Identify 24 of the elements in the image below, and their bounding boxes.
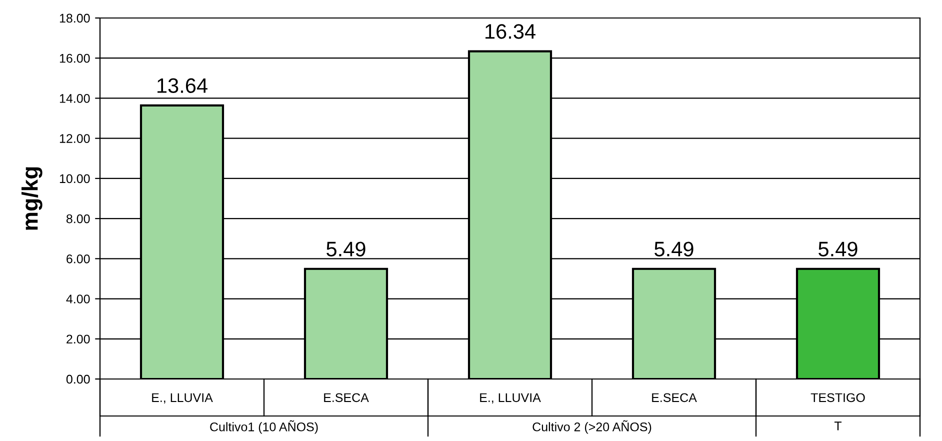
- y-axis-title: mg/kg: [22, 167, 42, 230]
- y-tick-label: 14.00: [60, 94, 90, 103]
- text: Cultivo 2 (>20 AÑOS): [532, 420, 652, 434]
- y-tick-label: 6.00: [66, 254, 90, 264]
- y-tick-label: 8.00: [66, 214, 90, 224]
- data-label: 13.64: [158, 78, 208, 93]
- text: Cultivo1 (10 AÑOS): [210, 420, 318, 434]
- x-tick-label: E.SECA: [324, 393, 369, 402]
- y-tick-label: 18.00: [60, 14, 90, 23]
- data-label: 5.49: [818, 242, 858, 256]
- y-tick-label: 10.00: [60, 174, 90, 184]
- text: T: [834, 422, 842, 430]
- y-tick-label: 4.00: [66, 294, 90, 304]
- y-tick-label: 16.00: [60, 54, 90, 63]
- y-tick-label: 0.00: [66, 374, 90, 384]
- data-label: 5.49: [326, 242, 366, 256]
- x-tick-label: E., LLUVIA: [152, 393, 213, 404]
- y-tick-label: 2.00: [66, 334, 90, 344]
- x-tick-label: TESTIGO: [810, 393, 865, 402]
- x-tick-label: E.SECA: [652, 393, 697, 402]
- y-tick-label: 12.00: [60, 134, 90, 143]
- data-label: 5.49: [654, 242, 694, 256]
- x-tick-label: E., LLUVIA: [480, 393, 541, 404]
- data-label: 16.34: [486, 24, 536, 39]
